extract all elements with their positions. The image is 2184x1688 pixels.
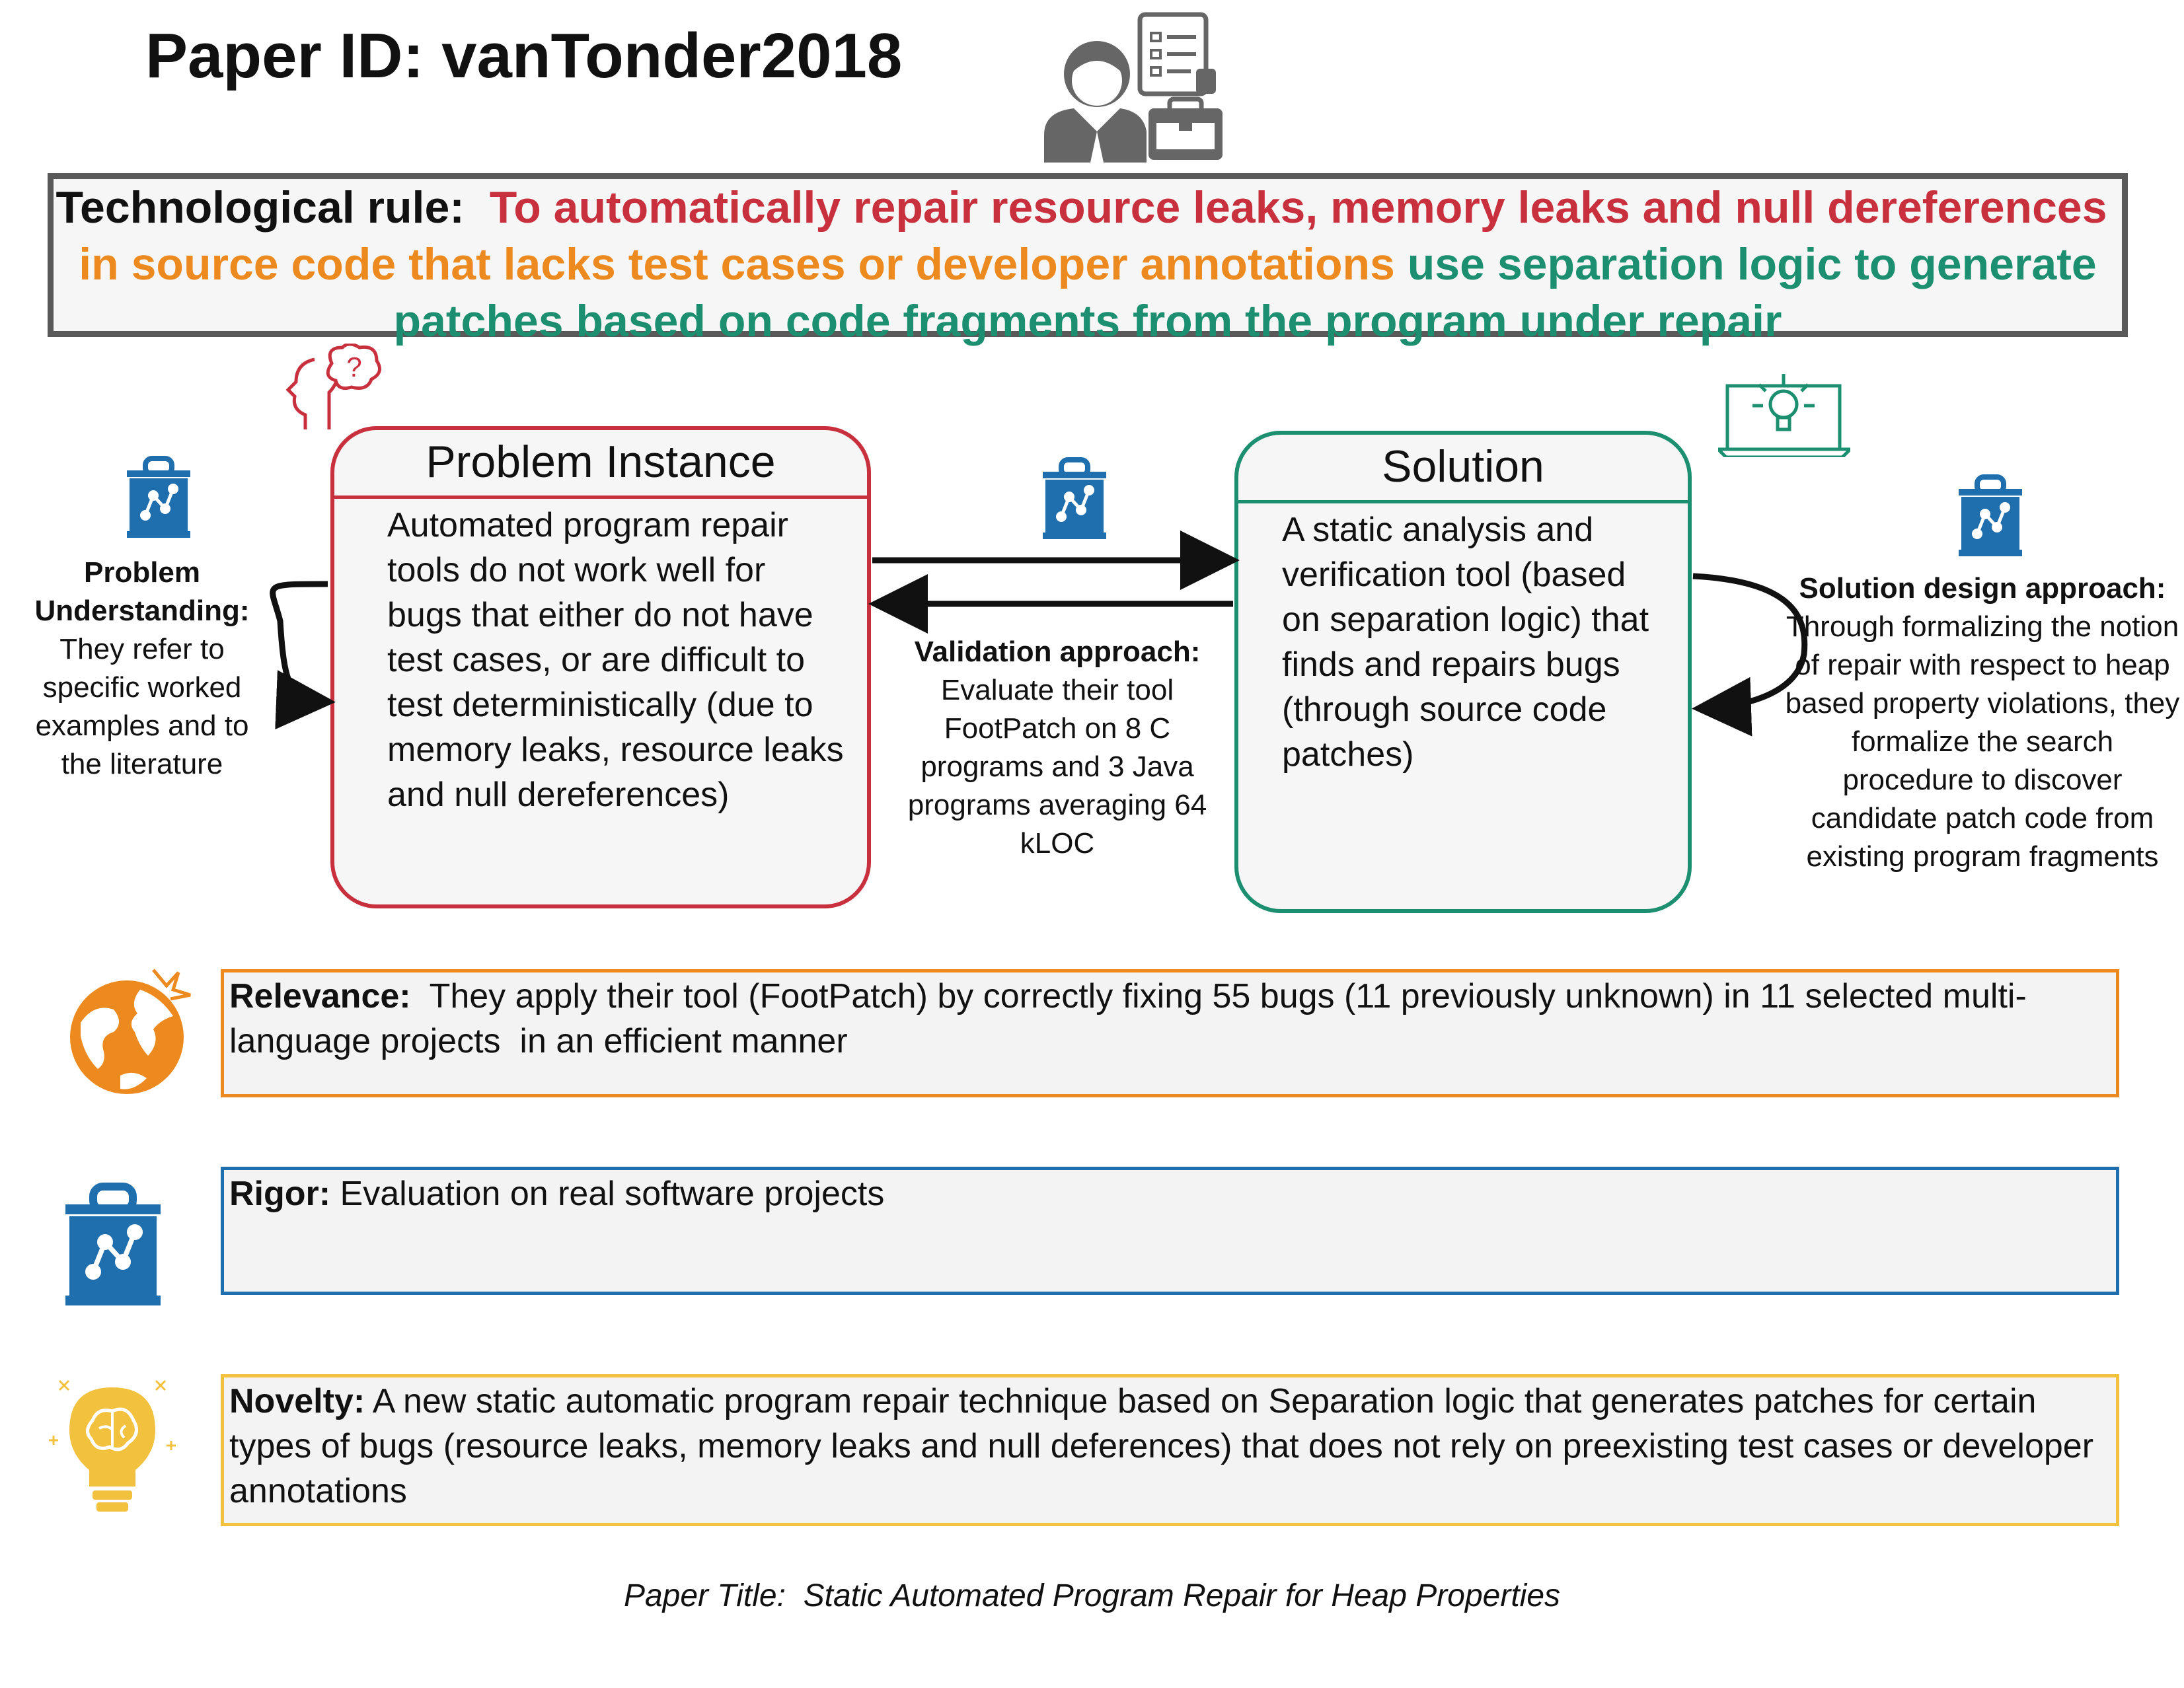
problem-instance-text: Automated program repair tools do not wo…	[387, 506, 844, 814]
connector-arrows	[270, 531, 1808, 737]
novelty-label: Novelty:	[229, 1382, 365, 1420]
technological-rule-context: in source code that lacks test cases or …	[79, 239, 1395, 289]
solution-design-label: Solution design approach:	[1799, 572, 2166, 605]
arrow-problem-understanding	[270, 581, 336, 730]
rigor-box: Rigor: Evaluation on real software proje…	[221, 1167, 2119, 1295]
toolbox-chart-icon	[1043, 457, 1106, 539]
problem-understanding: Problem Understanding: They refer to spe…	[13, 554, 271, 784]
researcher-icon	[1044, 12, 1223, 163]
arrow-solution-design	[1692, 573, 1808, 737]
novelty-text: A new static automatic program repair te…	[229, 1382, 2103, 1510]
problem-instance-card: Problem Instance Automated program repai…	[330, 426, 871, 908]
globe-icon	[70, 969, 191, 1094]
thinking-head-icon: ?	[285, 344, 381, 429]
technological-rule-box: Technological rule: To automatically rep…	[48, 173, 2128, 346]
laptop-lightbulb-icon	[1718, 374, 1850, 457]
paper-title: Paper Title: Static Automated Program Re…	[623, 1578, 1561, 1613]
solution-design-text: Through formalizing the notion of repair…	[1785, 610, 2180, 873]
solution-title: Solution	[1238, 435, 1688, 503]
technological-rule-problem: To automatically repair resource leaks, …	[489, 182, 2107, 233]
problem-understanding-label: Problem Understanding:	[34, 556, 250, 627]
problem-understanding-text: They refer to specific worked examples a…	[35, 633, 249, 780]
technological-rule-label: Technological rule:	[56, 182, 465, 233]
solution-card: Solution A static analysis and verificat…	[1234, 431, 1692, 913]
relevance-text: They apply their tool (FootPatch) by cor…	[229, 977, 2027, 1060]
problem-instance-title: Problem Instance	[334, 430, 867, 499]
lightbulb-brain-icon	[49, 1379, 176, 1512]
svg-text:?: ?	[346, 351, 361, 383]
relevance-label: Relevance:	[229, 977, 411, 1015]
solution-design-approach: Solution design approach: Through formal…	[1784, 569, 2181, 876]
validation-text: Evaluate their tool FootPatch on 8 C pro…	[907, 674, 1207, 860]
toolbox-chart-icon	[1959, 474, 2022, 556]
relevance-box: Relevance: They apply their tool (FootPa…	[221, 969, 2119, 1097]
technological-rule-solution: use separation logic to generate patches…	[393, 239, 2097, 346]
toolbox-chart-icon	[65, 1183, 161, 1305]
validation-approach: Validation approach: Evaluate their tool…	[889, 633, 1226, 863]
page-title: Paper ID: vanTonder2018	[145, 20, 903, 91]
rigor-text: Evaluation on real software projects	[330, 1175, 885, 1213]
toolbox-chart-icon	[127, 456, 190, 538]
rigor-label: Rigor:	[229, 1175, 331, 1213]
novelty-box: Novelty: A new static automatic program …	[221, 1374, 2119, 1526]
solution-text: A static analysis and verification tool …	[1282, 511, 1649, 774]
validation-label: Validation approach:	[914, 636, 1201, 668]
